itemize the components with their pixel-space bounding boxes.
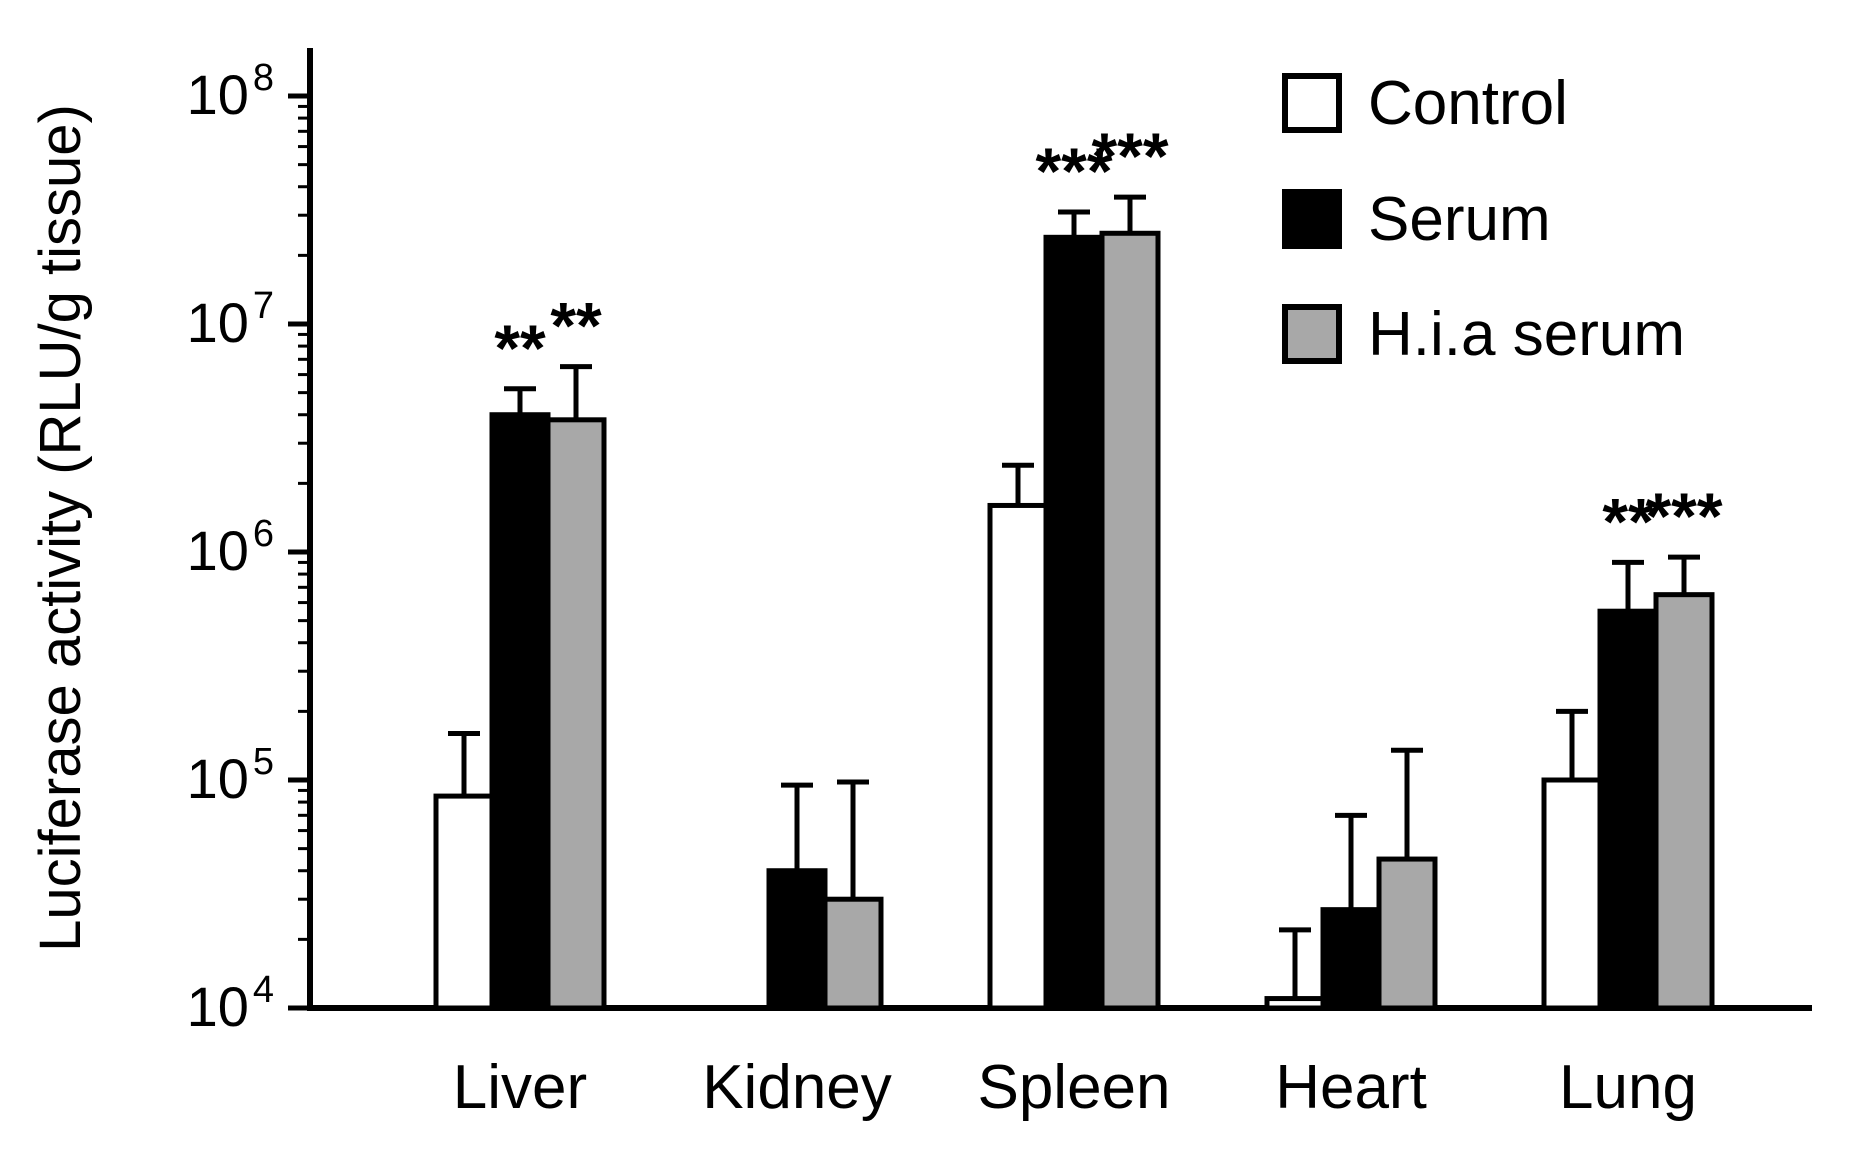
sig-marker-h-i-a-serum-spleen: *** <box>1091 119 1168 193</box>
sig-marker-h-i-a-serum-liver: ** <box>550 289 602 363</box>
bar-control-spleen <box>987 502 1049 1011</box>
sig-marker-h-i-a-serum-lung: *** <box>1645 479 1722 553</box>
legend-label-control: Control <box>1368 69 1568 138</box>
legend-swatch-h-i-a-serum <box>1282 304 1342 364</box>
legend-swatch-serum <box>1282 189 1342 249</box>
bar-h-i-a-serum-spleen <box>1099 230 1161 1011</box>
y-tick-label-10-5: 10 5 <box>187 741 274 810</box>
bar-control-heart <box>1264 996 1326 1011</box>
bar-serum-spleen <box>1043 234 1105 1011</box>
bar-h-i-a-serum-liver <box>545 417 607 1011</box>
sig-marker-serum-lung: ** <box>1602 484 1654 558</box>
legend-label-h-i-a-serum: H.i.a serum <box>1368 300 1685 369</box>
bar-control-liver <box>433 793 495 1011</box>
bar-serum-heart <box>1320 907 1382 1011</box>
bar-serum-kidney <box>766 868 828 1011</box>
x-tick-label-spleen: Spleen <box>977 1053 1170 1122</box>
x-tick-label-kidney: Kidney <box>702 1053 892 1122</box>
x-tick-label-lung: Lung <box>1559 1053 1697 1122</box>
x-tick-label-heart: Heart <box>1275 1053 1427 1122</box>
y-tick-label-10-7: 10 7 <box>187 285 274 354</box>
bar-h-i-a-serum-lung <box>1653 592 1715 1011</box>
sig-marker-serum-liver: ** <box>494 311 546 385</box>
bar-h-i-a-serum-kidney <box>822 896 884 1011</box>
bar-h-i-a-serum-heart <box>1376 856 1438 1011</box>
y-tick-label-10-6: 10 6 <box>187 513 274 582</box>
bar-serum-liver <box>489 412 551 1011</box>
bar-serum-lung <box>1597 608 1659 1011</box>
x-tick-label-liver: Liver <box>453 1053 587 1122</box>
y-tick-label-10-8: 10 8 <box>187 57 274 126</box>
legend-swatch-control <box>1282 73 1342 133</box>
y-tick-label-10-4: 10 4 <box>187 969 274 1038</box>
y-axis-title: Luciferase activity (RLU/g tissue) <box>28 104 93 952</box>
legend-label-serum: Serum <box>1368 185 1551 254</box>
bar-control-lung <box>1541 777 1603 1011</box>
sig-marker-serum-spleen: *** <box>1035 134 1112 208</box>
